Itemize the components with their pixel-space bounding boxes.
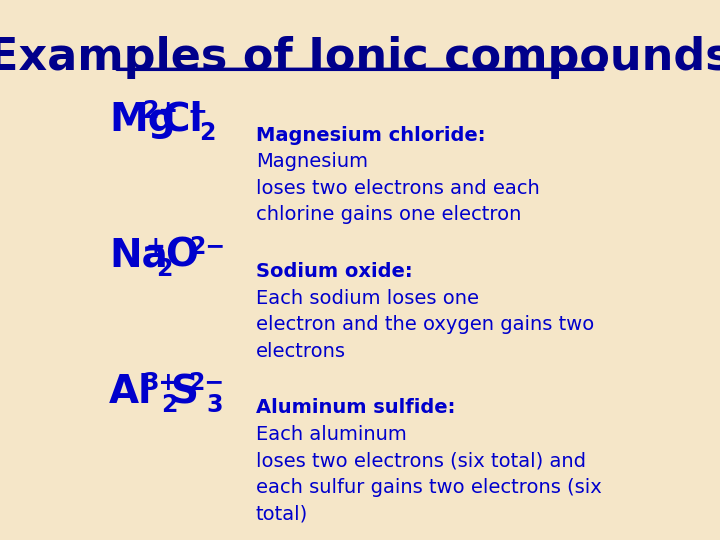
Text: Magnesium
loses two electrons and each
chlorine gains one electron: Magnesium loses two electrons and each c…: [256, 152, 539, 225]
Text: Al: Al: [109, 373, 152, 411]
Text: Examples of Ionic compounds: Examples of Ionic compounds: [0, 36, 720, 79]
Text: S: S: [171, 373, 198, 411]
Text: Mg: Mg: [109, 101, 176, 139]
Text: 2: 2: [161, 393, 177, 417]
Text: Sodium oxide:: Sodium oxide:: [256, 262, 413, 281]
Text: Each aluminum
loses two electrons (six total) and
each sulfur gains two electron: Each aluminum loses two electrons (six t…: [256, 424, 602, 523]
Text: 3+: 3+: [142, 371, 179, 395]
Text: 3: 3: [207, 393, 223, 417]
Text: −: −: [188, 99, 208, 123]
Text: 2−: 2−: [189, 235, 225, 259]
Text: Magnesium chloride:: Magnesium chloride:: [256, 126, 485, 145]
Text: Each sodium loses one
electron and the oxygen gains two
electrons: Each sodium loses one electron and the o…: [256, 288, 594, 361]
Text: 2−: 2−: [188, 371, 224, 395]
Text: 2: 2: [156, 257, 172, 281]
Text: Cl: Cl: [161, 101, 202, 139]
Text: 2+: 2+: [142, 99, 178, 123]
Text: O: O: [166, 237, 199, 275]
Text: 2: 2: [199, 121, 215, 145]
Text: Aluminum sulfide:: Aluminum sulfide:: [256, 398, 455, 417]
Text: +: +: [145, 235, 165, 259]
Text: Na: Na: [109, 237, 168, 275]
